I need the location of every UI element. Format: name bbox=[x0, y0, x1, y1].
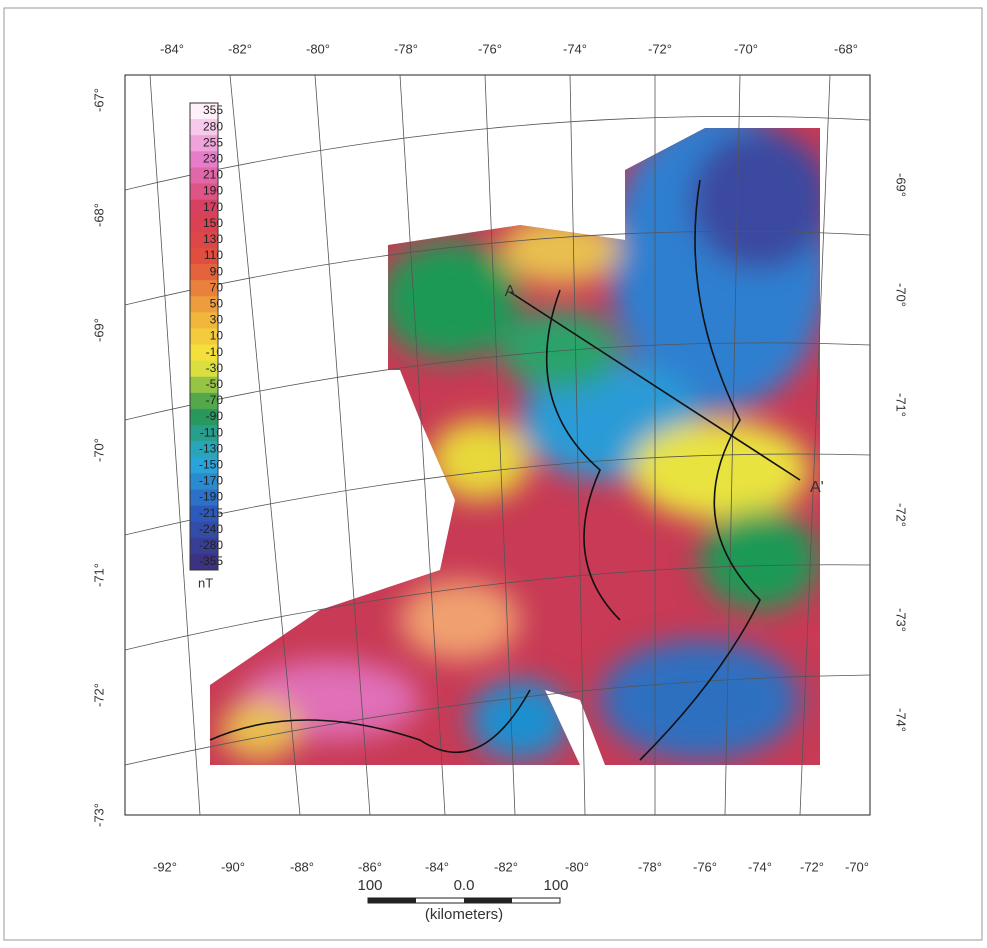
colorbar-label: 280 bbox=[203, 119, 223, 133]
top-longitude: -84° bbox=[160, 41, 184, 56]
colorbar-label: -355 bbox=[199, 554, 223, 568]
bottom-longitude: -92° bbox=[153, 859, 177, 874]
top-longitude: -76° bbox=[478, 41, 502, 56]
colorbar-label: -50 bbox=[206, 377, 224, 391]
left-latitude: -72° bbox=[91, 683, 106, 707]
left-latitude: -70° bbox=[91, 438, 106, 462]
bottom-longitude: -80° bbox=[565, 859, 589, 874]
top-longitude: -72° bbox=[648, 41, 672, 56]
scale-segment bbox=[464, 898, 512, 903]
colorbar-label: -215 bbox=[199, 506, 223, 520]
colorbar-label: 190 bbox=[203, 184, 223, 198]
colorbar-label: -150 bbox=[199, 457, 223, 471]
left-latitude: -73° bbox=[91, 803, 106, 827]
bottom-longitude: -82° bbox=[494, 859, 518, 874]
scale-label: 100 bbox=[543, 877, 568, 894]
colorbar-label: -130 bbox=[199, 441, 223, 455]
bottom-longitude: -88° bbox=[290, 859, 314, 874]
colorbar-label: 210 bbox=[203, 168, 223, 182]
bottom-longitude: -90° bbox=[221, 859, 245, 874]
left-latitude: -67° bbox=[91, 88, 106, 112]
scale-labels: 100 0.0 100 bbox=[357, 877, 568, 894]
bottom-longitude: -76° bbox=[693, 859, 717, 874]
colorbar-label: 30 bbox=[210, 313, 224, 327]
colorbar-label: 170 bbox=[203, 200, 223, 214]
right-latitude: -74° bbox=[894, 708, 909, 732]
bottom-longitude: -86° bbox=[358, 859, 382, 874]
colorbar-label: 230 bbox=[203, 152, 223, 166]
colorbar-label: 70 bbox=[210, 280, 224, 294]
colorbar-label: -110 bbox=[200, 425, 223, 439]
colorbar-label: -240 bbox=[199, 522, 223, 536]
profile-end: A' bbox=[810, 479, 824, 496]
colorbar: 355 280 255 230 210 190 170 150 130 110 90 70 50 30 10… bbox=[190, 103, 223, 571]
right-latitude: -71° bbox=[894, 393, 909, 417]
top-longitude: -68° bbox=[834, 41, 858, 56]
colorbar-label: 255 bbox=[203, 135, 223, 149]
right-latitude: -73° bbox=[894, 608, 909, 632]
colorbar-label: -280 bbox=[199, 538, 223, 552]
colorbar-label: 150 bbox=[203, 216, 223, 230]
scale-label: 100 bbox=[357, 877, 382, 894]
colorbar-label: 10 bbox=[210, 329, 224, 343]
top-longitude: -70° bbox=[734, 41, 758, 56]
profile-start: A bbox=[505, 283, 516, 300]
bottom-longitude: -78° bbox=[638, 859, 662, 874]
scale-label: 0.0 bbox=[454, 877, 475, 894]
top-longitude: -74° bbox=[563, 41, 587, 56]
colorbar-label: 355 bbox=[203, 103, 223, 117]
bottom-longitude: -74° bbox=[748, 859, 772, 874]
scale-segment bbox=[368, 898, 416, 903]
right-latitude: -72° bbox=[894, 503, 909, 527]
colorbar-label: 50 bbox=[210, 296, 224, 310]
colorbar-label: 110 bbox=[204, 248, 223, 262]
bottom-longitude: -84° bbox=[425, 859, 449, 874]
bottom-longitude: -72° bbox=[800, 859, 824, 874]
colorbar-label: -10 bbox=[206, 345, 224, 359]
map-figure: A A' 355 280 255 230 210 190 170 150 130 110 90 70 5… bbox=[0, 0, 987, 948]
colorbar-label: -90 bbox=[206, 409, 224, 423]
colorbar-label: 130 bbox=[203, 232, 223, 246]
top-longitude: -80° bbox=[306, 41, 330, 56]
colorbar-label: -30 bbox=[206, 361, 224, 375]
top-longitude: -78° bbox=[394, 41, 418, 56]
left-latitude: -68° bbox=[91, 203, 106, 227]
bottom-longitude: -70° bbox=[845, 859, 869, 874]
scale-unit: (kilometers) bbox=[425, 906, 503, 923]
colorbar-unit: nT bbox=[198, 575, 213, 590]
colorbar-label: -70 bbox=[206, 393, 224, 407]
top-longitude: -82° bbox=[228, 41, 252, 56]
left-latitude: -71° bbox=[91, 563, 106, 587]
right-latitude: -70° bbox=[894, 283, 909, 307]
left-latitude: -69° bbox=[91, 318, 106, 342]
colorbar-label: -170 bbox=[199, 474, 223, 488]
colorbar-label: 90 bbox=[210, 264, 224, 278]
right-latitude: -69° bbox=[894, 173, 909, 197]
colorbar-label: -190 bbox=[199, 490, 223, 504]
